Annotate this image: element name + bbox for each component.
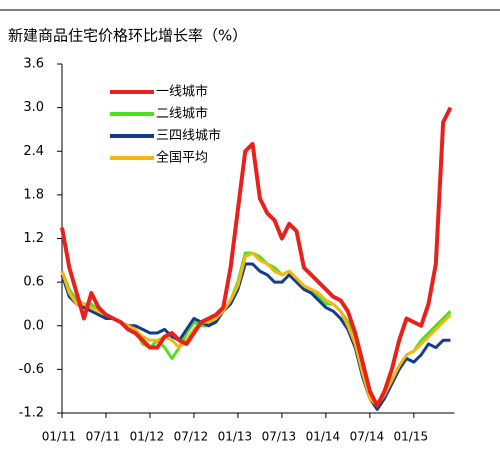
legend-label: 二线城市 [156, 106, 208, 122]
chart-title: 新建商品住宅价格环比增长率（%） [8, 27, 247, 45]
legend-label: 三四线城市 [156, 128, 221, 144]
y-tick-label: -0.6 [19, 362, 44, 377]
x-tick-label: 07/11 [86, 430, 121, 444]
y-tick-label: 3.6 [23, 57, 44, 72]
y-tick-label: 0.0 [23, 318, 44, 333]
y-tick-label: 1.2 [23, 231, 44, 246]
x-tick-label: 07/14 [350, 430, 385, 444]
series-line [60, 106, 453, 408]
x-tick-label: 01/15 [394, 430, 429, 444]
x-tick-label: 01/14 [306, 430, 341, 444]
legend-label: 全国平均 [156, 150, 208, 166]
y-tick-label: 1.8 [23, 187, 44, 202]
x-tick-label: 07/12 [174, 430, 209, 444]
series-line [60, 262, 451, 411]
x-tick-label: 01/13 [218, 430, 253, 444]
y-tick-label: 0.6 [23, 275, 44, 290]
x-tick-label: 07/13 [262, 430, 297, 444]
y-tick-label: -1.2 [19, 406, 44, 421]
legend-label: 一线城市 [156, 84, 208, 100]
x-tick-label: 01/12 [130, 430, 165, 444]
y-tick-label: 2.4 [23, 144, 44, 159]
x-tick-label: 01/11 [42, 430, 77, 444]
series-line [60, 251, 452, 408]
y-tick-label: 3.0 [23, 100, 44, 115]
